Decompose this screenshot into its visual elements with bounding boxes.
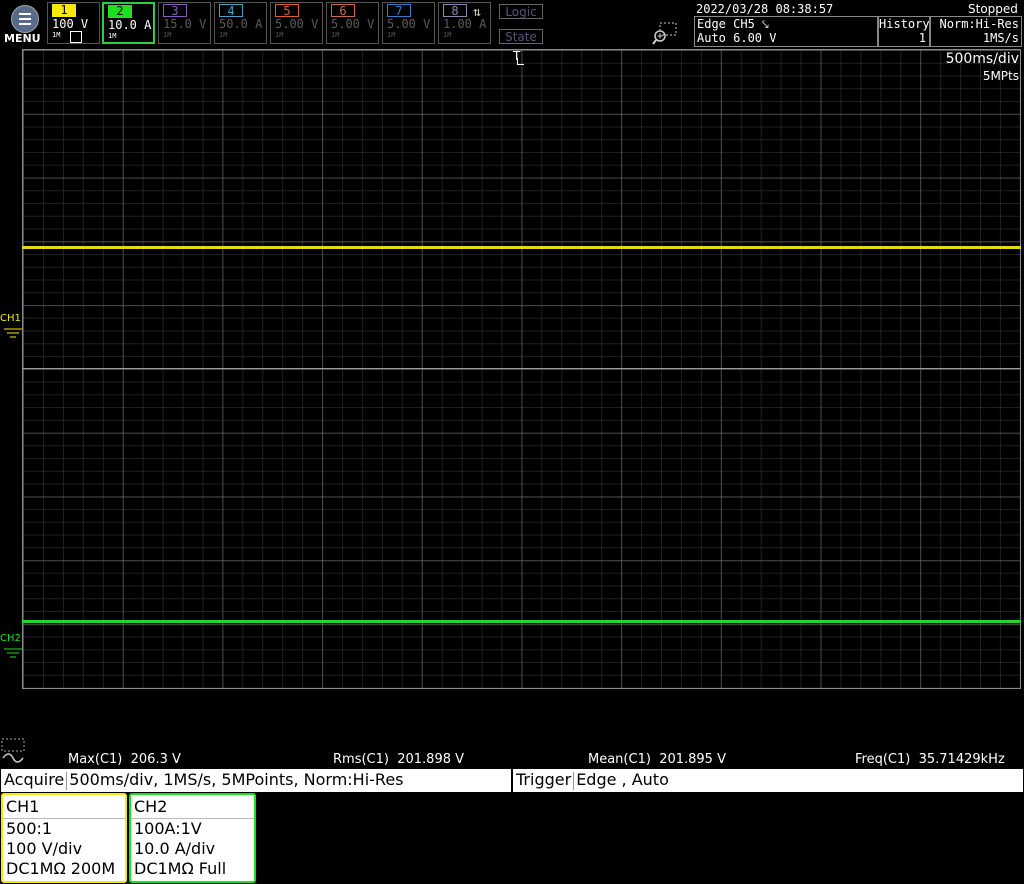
history-panel[interactable]: History 1 bbox=[878, 16, 930, 47]
measurement-mean-value: 201.895 V bbox=[659, 752, 726, 767]
ch1-card-probe: 500:1 bbox=[6, 819, 53, 838]
channel-1-number: 1 bbox=[52, 4, 76, 17]
trigger-panel-line2: Auto 6.00 V bbox=[697, 31, 777, 45]
trigger-arrow-icon bbox=[517, 58, 524, 65]
channel-5-impedance: 1M bbox=[275, 31, 284, 39]
measurement-max-name: Max(C1) bbox=[68, 752, 123, 767]
datetime: 2022/03/28 08:38:57 bbox=[696, 2, 834, 16]
channel-4-button[interactable]: 4 50.0 A 1M bbox=[214, 2, 267, 44]
measurement-rms-name: Rms(C1) bbox=[333, 752, 389, 767]
ch1-ground-icon bbox=[4, 326, 22, 340]
channel-5-scale: 5.00 V bbox=[275, 17, 319, 31]
channel-4-impedance: 1M bbox=[219, 31, 228, 39]
history-label: History bbox=[879, 17, 930, 31]
ch1-info-card[interactable]: CH1 500:1 100 V/div DC1MΩ 200M bbox=[1, 793, 127, 883]
channel-2-scale: 10.0 A bbox=[108, 18, 152, 32]
channel-7-number: 7 bbox=[387, 4, 411, 18]
trigger-panel[interactable]: Edge CH5 ⤥ Auto 6.00 V bbox=[694, 16, 878, 47]
menu-icon bbox=[11, 5, 39, 33]
channel-6-number: 6 bbox=[331, 4, 355, 18]
ch2-card-scale: 10.0 A/div bbox=[134, 839, 216, 858]
channel-7-button[interactable]: 7 5.00 V 1M bbox=[382, 2, 435, 44]
channel-8-number: 8 bbox=[443, 4, 467, 18]
measurement-freq-value: 35.71429kHz bbox=[918, 752, 1005, 767]
measure-icon[interactable] bbox=[1, 738, 25, 764]
trigger-value: Edge , Auto bbox=[576, 770, 669, 789]
acquire-label: Acquire bbox=[4, 770, 65, 789]
trigger-label: Trigger bbox=[516, 770, 572, 789]
channel-3-impedance: 1M bbox=[163, 31, 172, 39]
ch2-marker[interactable]: CH2 bbox=[0, 633, 21, 644]
ch1-marker[interactable]: CH1 bbox=[0, 313, 21, 324]
run-state: Stopped bbox=[968, 2, 1018, 16]
channel-7-scale: 5.00 V bbox=[387, 17, 431, 31]
measurement-mean: Mean(C1) 201.895 V bbox=[588, 752, 726, 767]
channel-4-number: 4 bbox=[219, 4, 243, 18]
ch2-card-title: CH2 bbox=[131, 795, 254, 819]
trigger-bar[interactable]: Trigger Edge , Auto bbox=[513, 769, 1023, 792]
measurement-rms: Rms(C1) 201.898 V bbox=[333, 752, 464, 767]
waveform-grid[interactable] bbox=[22, 49, 1021, 689]
channel-5-button[interactable]: 5 5.00 V 1M bbox=[270, 2, 323, 44]
measurement-rms-value: 201.898 V bbox=[397, 752, 465, 767]
zoom-icon[interactable] bbox=[652, 22, 677, 45]
adjust-icon: ⇅ bbox=[473, 5, 481, 20]
measurement-mean-name: Mean(C1) bbox=[588, 752, 651, 767]
acquire-bar[interactable]: Acquire 500ms/div, 1MS/s, 5MPoints, Norm:… bbox=[1, 769, 511, 792]
ch1-card-scale: 100 V/div bbox=[6, 839, 83, 858]
menu-button[interactable]: MENU bbox=[0, 0, 46, 46]
acquisition-panel[interactable]: Norm:Hi-Res 1MS/s bbox=[930, 16, 1022, 47]
ch2-ground-icon bbox=[4, 646, 22, 660]
trigger-position-marker[interactable]: T bbox=[513, 49, 521, 63]
measurement-freq: Freq(C1) 35.71429kHz bbox=[855, 752, 1005, 767]
bandwidth-icon bbox=[70, 31, 82, 43]
channel-1-scale: 100 V bbox=[52, 17, 89, 31]
channel-8-button[interactable]: 8 1.00 A 1M ⇅ bbox=[438, 2, 491, 44]
history-value: 1 bbox=[918, 31, 926, 45]
channel-3-number: 3 bbox=[163, 4, 187, 18]
state-button[interactable]: State bbox=[499, 29, 543, 44]
channel-1-button[interactable]: 1 100 V 1M bbox=[47, 2, 100, 44]
channel-8-scale: 1.00 A bbox=[443, 17, 487, 31]
channel-2-impedance: 1M bbox=[108, 32, 117, 40]
acquire-value: 500ms/div, 1MS/s, 5MPoints, Norm:Hi-Res bbox=[69, 770, 404, 789]
measurement-max: Max(C1) 206.3 V bbox=[68, 752, 181, 767]
ch1-card-coupling: DC1MΩ 200M bbox=[6, 859, 116, 878]
menu-label: MENU bbox=[4, 32, 41, 45]
ch1-card-title: CH1 bbox=[3, 795, 125, 819]
ch2-card-probe: 100A:1V bbox=[134, 819, 202, 838]
channel-3-scale: 15.0 V bbox=[163, 17, 207, 31]
channel-2-button[interactable]: 2 10.0 A 1M bbox=[102, 2, 155, 44]
ch1-trace bbox=[22, 246, 1021, 249]
channel-5-number: 5 bbox=[275, 4, 299, 18]
channel-6-button[interactable]: 6 5.00 V 1M bbox=[326, 2, 379, 44]
channel-8-impedance: 1M bbox=[443, 31, 452, 39]
channel-2-number: 2 bbox=[108, 5, 132, 18]
logic-button[interactable]: Logic bbox=[499, 4, 543, 19]
channel-4-scale: 50.0 A bbox=[219, 17, 263, 31]
ch2-info-card[interactable]: CH2 100A:1V 10.0 A/div DC1MΩ Full bbox=[129, 793, 256, 883]
channel-1-impedance: 1M bbox=[52, 31, 61, 39]
timebase-points: 5MPts bbox=[982, 69, 1019, 83]
channel-6-impedance: 1M bbox=[331, 31, 340, 39]
ch2-card-coupling: DC1MΩ Full bbox=[134, 859, 227, 878]
channel-6-scale: 5.00 V bbox=[331, 17, 375, 31]
ch2-trace bbox=[22, 620, 1021, 623]
trigger-panel-line1: Edge CH5 ⤥ bbox=[697, 17, 769, 31]
timebase-div: 500ms/div bbox=[945, 51, 1019, 67]
measurement-max-value: 206.3 V bbox=[130, 752, 181, 767]
center-line bbox=[22, 368, 1021, 369]
acq-panel-line2: 1MS/s bbox=[982, 31, 1019, 45]
channel-7-impedance: 1M bbox=[387, 31, 396, 39]
acq-panel-line1: Norm:Hi-Res bbox=[939, 17, 1019, 31]
channel-3-button[interactable]: 3 15.0 V 1M bbox=[158, 2, 211, 44]
measurement-freq-name: Freq(C1) bbox=[855, 752, 911, 767]
